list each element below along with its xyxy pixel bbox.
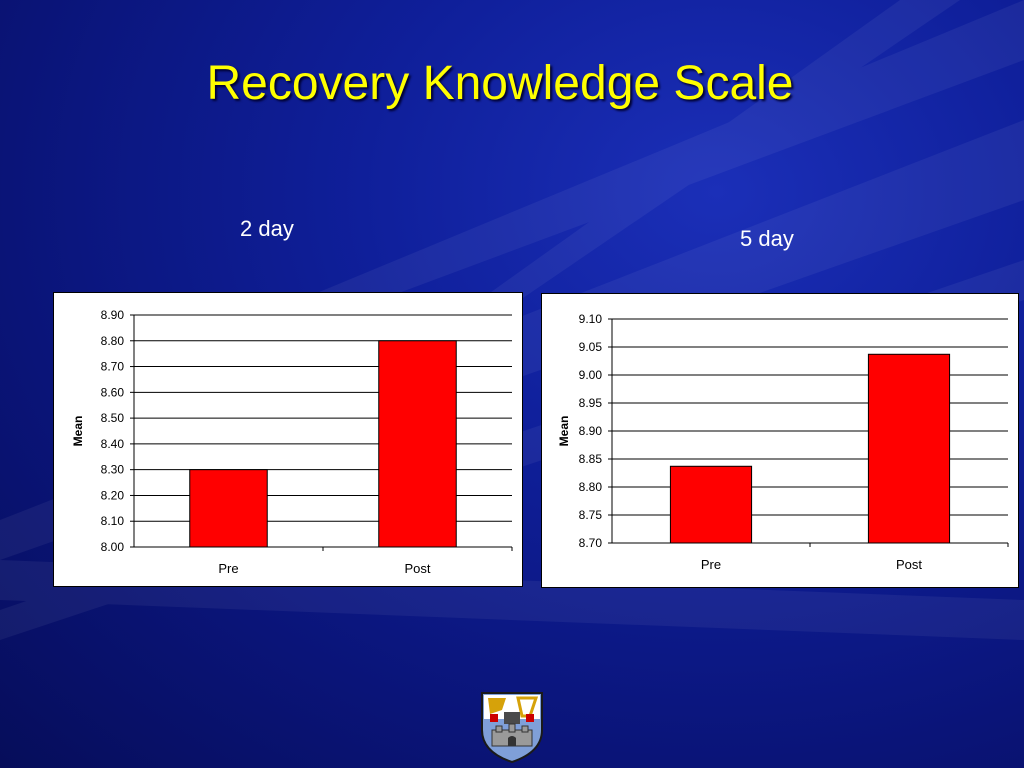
x-tick-label: Post (404, 561, 430, 576)
chart-subtitle-2-day: 2 day (240, 216, 294, 241)
chart-2-day-plot: 8.00 8.10 8.20 8.30 8.40 8.50 8.60 8.70 8.80 8.90… (71, 308, 513, 576)
y-tick-label: 8.60 (101, 385, 125, 399)
bar-pre (669, 465, 753, 544)
y-tick-label: 8.40 (101, 437, 125, 451)
y-tick-label: 8.90 (579, 424, 603, 438)
bar-pre (189, 469, 268, 548)
y-tick-label: 9.05 (579, 340, 603, 354)
chart-subtitle-5-day: 5 day (740, 226, 794, 251)
y-tick-label: 9.00 (579, 368, 603, 382)
y-tick-label: 9.10 (579, 312, 603, 326)
y-tick-label: 8.10 (101, 514, 125, 528)
slide-title: Recovery Knowledge Scale (206, 57, 794, 110)
y-tick-label: 8.90 (101, 308, 125, 322)
y-tick-label: 8.30 (101, 463, 125, 477)
college-crest-icon (481, 692, 543, 764)
x-tick-label: Post (896, 557, 922, 572)
chart-5-day: 8.70 8.75 8.80 8.85 8.90 8.95 9.00 9.05 9.10 Mean… (541, 293, 1019, 588)
y-axis-title: Mean (557, 416, 571, 447)
y-tick-label: 8.75 (579, 508, 603, 522)
y-tick-label: 8.70 (579, 536, 603, 550)
x-tick-label: Pre (701, 557, 721, 572)
y-tick-label: 8.85 (579, 452, 603, 466)
y-tick-label: 8.80 (579, 480, 603, 494)
y-tick-label: 8.80 (101, 334, 125, 348)
y-axis-title: Mean (71, 416, 85, 447)
bar-post (378, 340, 457, 548)
y-tick-label: 8.95 (579, 396, 603, 410)
y-tick-label: 8.50 (101, 411, 125, 425)
bar-post (867, 353, 951, 544)
x-tick-label: Pre (218, 561, 238, 576)
chart-2-day: 8.00 8.10 8.20 8.30 8.40 8.50 8.60 8.70 8.80 8.90… (53, 292, 523, 587)
y-tick-label: 8.20 (101, 488, 125, 502)
y-tick-label: 8.70 (101, 360, 125, 374)
chart-5-day-plot: 8.70 8.75 8.80 8.85 8.90 8.95 9.00 9.05 9.10 Mean… (557, 312, 1009, 572)
y-tick-label: 8.00 (101, 540, 125, 554)
